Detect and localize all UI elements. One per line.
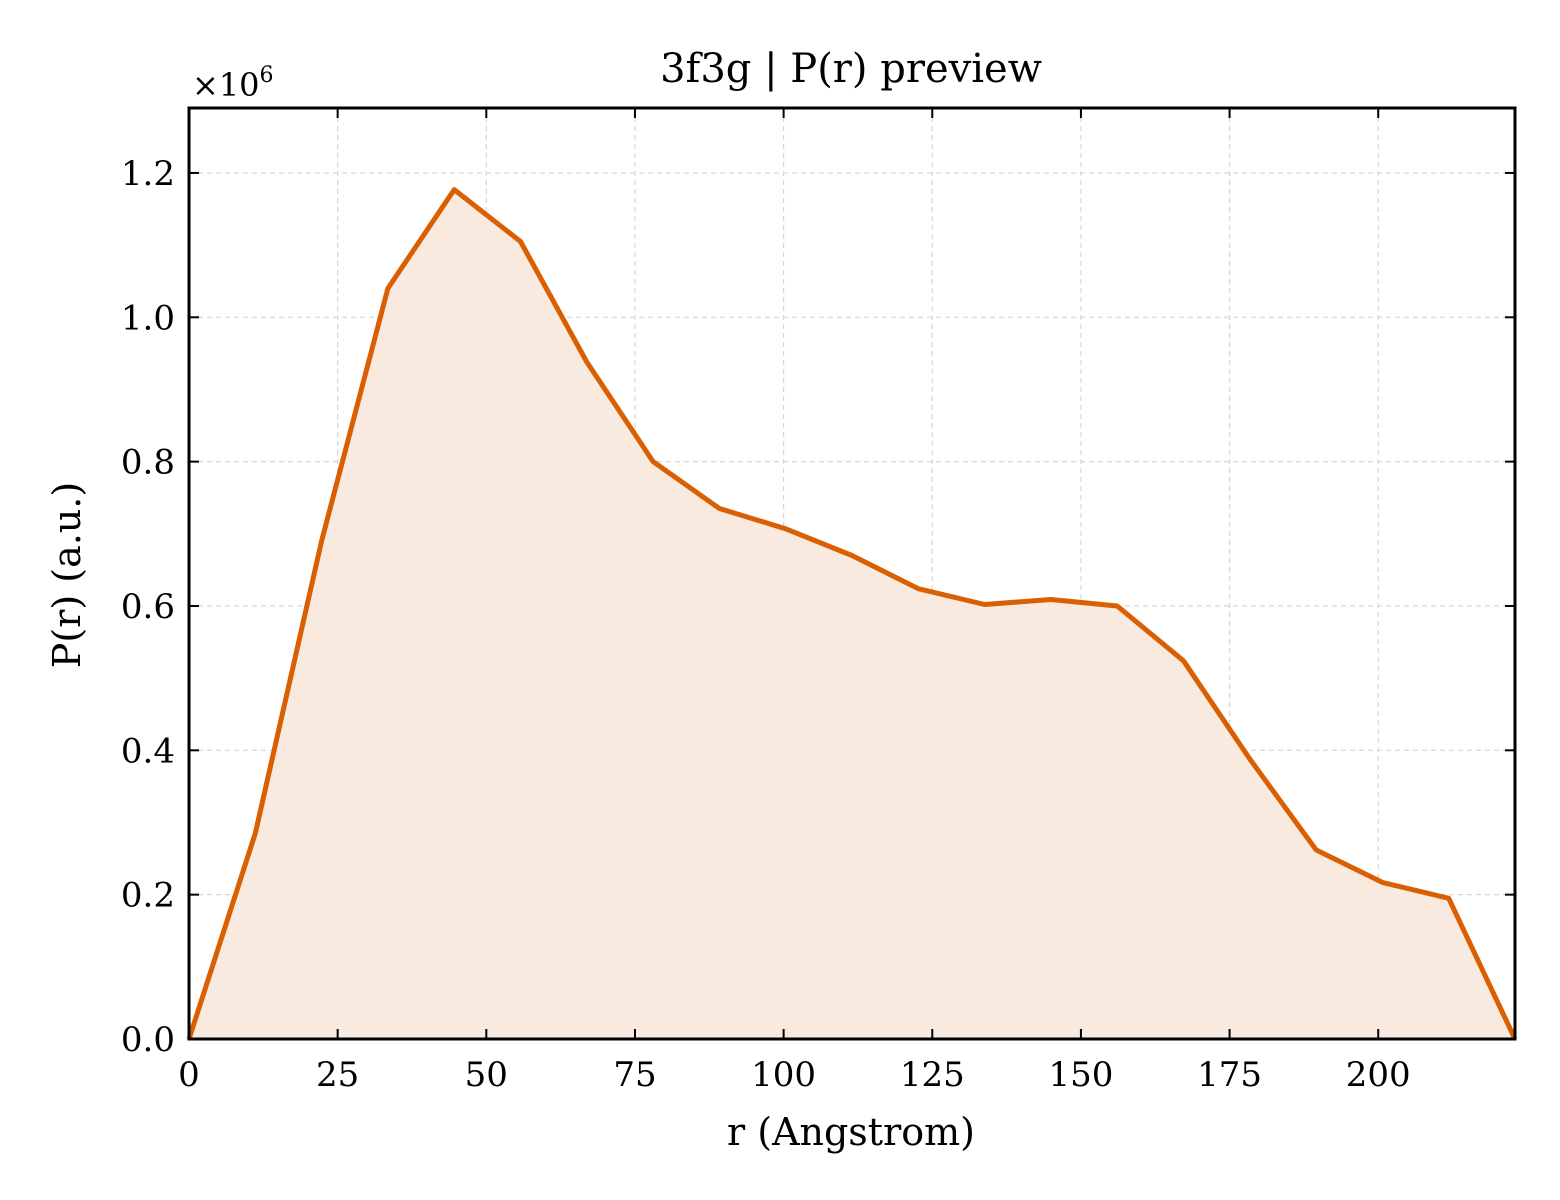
y-tick-label: 0.2 bbox=[121, 876, 175, 916]
y-offset-exponent: 6 bbox=[260, 63, 274, 88]
x-tick-label: 125 bbox=[900, 1055, 965, 1095]
y-offset-label: ×106 bbox=[192, 63, 274, 104]
x-tick-label: 50 bbox=[465, 1055, 508, 1095]
x-tick-label: 25 bbox=[316, 1055, 359, 1095]
y-axis-label: P(r) (a.u.) bbox=[45, 482, 89, 668]
y-tick-label: 0.0 bbox=[121, 1020, 175, 1060]
x-tick-label: 150 bbox=[1048, 1055, 1113, 1095]
x-tick-label: 100 bbox=[751, 1055, 816, 1095]
y-tick-label: 1.0 bbox=[121, 298, 175, 338]
axis-ticks: 0 25 50 75 100 125 150 175 200 0.0 0.2 0.4 0.6 0.8 1.0… bbox=[121, 108, 1515, 1095]
y-tick-label: 0.8 bbox=[121, 443, 175, 483]
series-line bbox=[186, 187, 1518, 1041]
y-tick-label: 1.2 bbox=[121, 154, 175, 194]
area-fill bbox=[189, 189, 1515, 1040]
x-axis-label: r (Angstrom) bbox=[727, 1110, 975, 1154]
y-tick-label: 0.4 bbox=[121, 731, 175, 771]
chart-title: 3f3g | P(r) preview bbox=[660, 46, 1042, 92]
x-tick-label: 175 bbox=[1197, 1055, 1262, 1095]
plot-frame bbox=[187, 106, 1517, 1041]
y-tick-label: 0.6 bbox=[121, 587, 175, 627]
y-offset-base: ×10 bbox=[192, 66, 260, 104]
x-tick-label: 200 bbox=[1346, 1055, 1411, 1095]
x-tick-label: 75 bbox=[613, 1055, 656, 1095]
x-tick-label: 0 bbox=[178, 1055, 200, 1095]
